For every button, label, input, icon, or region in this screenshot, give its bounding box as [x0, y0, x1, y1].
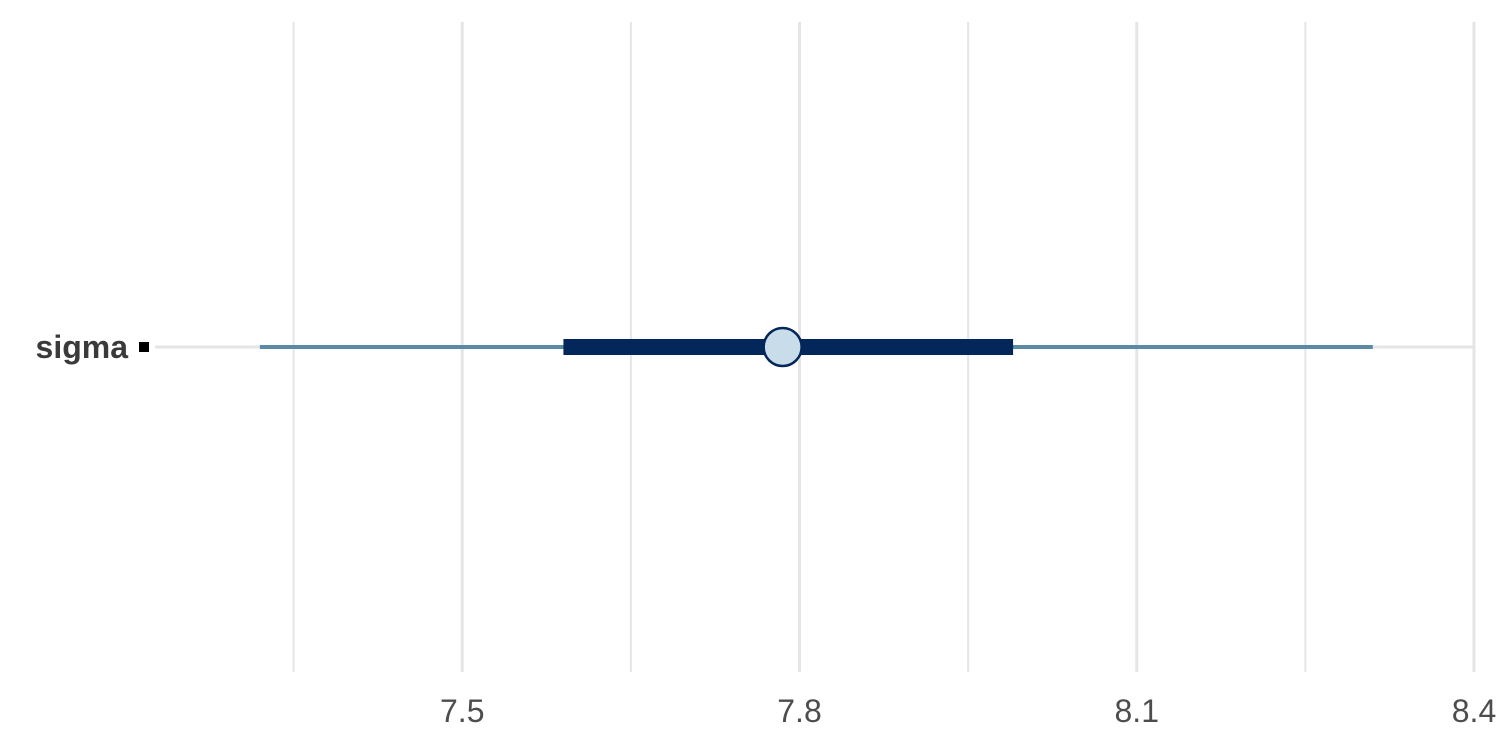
marks-layer: [259, 326, 1373, 368]
x-tick-label: 7.8: [777, 693, 821, 729]
x-tick-label: 8.4: [1452, 693, 1496, 729]
x-tick-label: 8.1: [1115, 693, 1159, 729]
y-category-label: sigma: [36, 329, 129, 365]
y-tick-mark: [139, 342, 149, 352]
point-estimate: [762, 326, 803, 368]
labels-layer: 7.5 7.8 8.1 8.4 sigma: [36, 329, 1497, 729]
x-tick-label: 7.5: [440, 693, 484, 729]
